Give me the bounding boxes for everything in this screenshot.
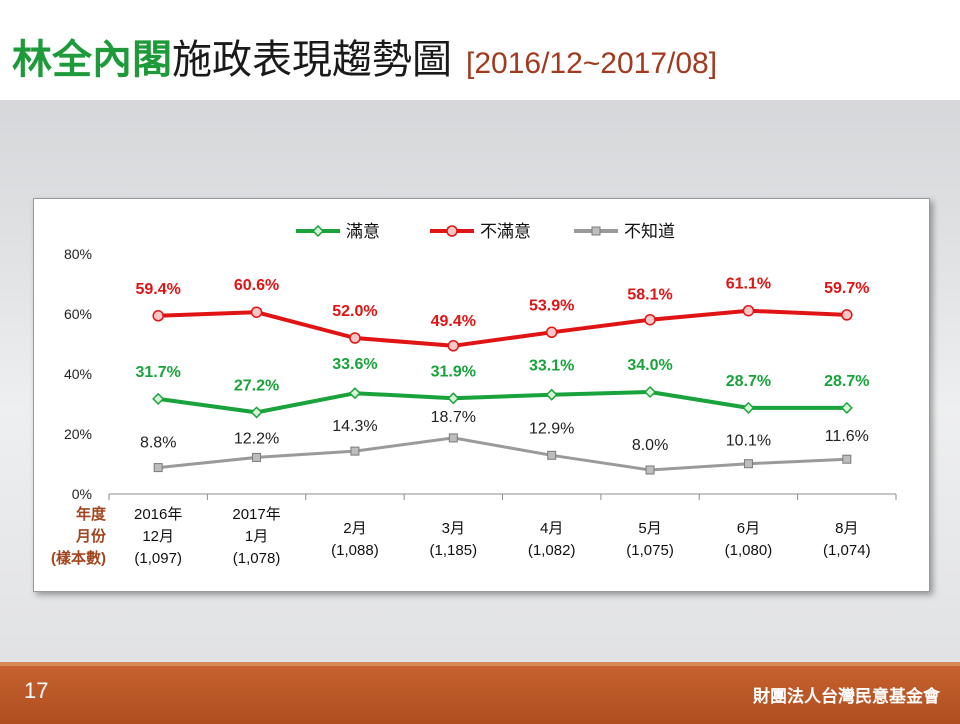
- data-label: 33.6%: [332, 356, 377, 373]
- chart-series: 31.7% 27.2% 33.6% 31.9% 33.1% 34.0% 28.7% 28.7%…: [136, 276, 870, 475]
- data-point: [645, 465, 655, 475]
- x-category-label: (1,097): [134, 550, 182, 567]
- data-label: 58.1%: [627, 287, 672, 304]
- data-label: 27.2%: [234, 377, 279, 394]
- data-point: [250, 406, 263, 419]
- legend-label: 不滿意: [480, 222, 531, 241]
- data-point: [545, 388, 558, 401]
- data-point: [153, 463, 163, 473]
- y-tick-label: 20%: [64, 426, 92, 442]
- data-label: 34.0%: [627, 357, 672, 374]
- data-point: [447, 392, 460, 405]
- data-point: [842, 454, 852, 464]
- y-tick-label: 60%: [64, 306, 92, 322]
- data-point: [644, 385, 657, 399]
- x-category-label: (1,080): [725, 542, 773, 559]
- trend-chart: 0%20%40%60%80% 滿意 不滿意 不知道 31.7%27.2%33.6% 3…: [51, 222, 897, 567]
- series-2: 8.8% 12.2% 14.3% 18.7% 12.9% 8.0% 10.1% 11.6%: [140, 409, 869, 475]
- x-category-label: 5月: [638, 520, 661, 537]
- series-0: 31.7% 27.2% 33.6% 31.9% 33.1% 34.0% 28.7% 28.7%: [136, 356, 870, 419]
- x-category-label: 4月: [540, 520, 563, 537]
- x-category-label: (1,078): [233, 550, 281, 567]
- legend-marker: [591, 226, 601, 236]
- data-point: [152, 392, 165, 405]
- data-label: 12.2%: [234, 430, 279, 447]
- chart-axes: 0% 20% 40% 60% 80%: [64, 246, 897, 502]
- series-line: [158, 436, 847, 472]
- x-category-label: 3月: [442, 520, 465, 537]
- data-label: 59.4%: [136, 281, 181, 298]
- data-label: 8.8%: [140, 435, 176, 452]
- data-label: 12.9%: [529, 420, 574, 437]
- legend-marker: [311, 224, 325, 238]
- data-point: [252, 452, 262, 462]
- series-line: [158, 308, 847, 348]
- series-1: 59.4% 60.6% 52.0% 49.4% 53.9% 58.1% 61.1% 59.7%: [136, 276, 870, 352]
- data-point: [152, 310, 164, 322]
- data-label: 28.7%: [824, 373, 869, 390]
- data-point: [250, 306, 263, 318]
- x-category-label: 2016年: [134, 506, 182, 523]
- data-label: 31.9%: [431, 363, 476, 380]
- data-label: 18.7%: [431, 409, 476, 426]
- data-label: 28.7%: [726, 373, 771, 390]
- data-label: 8.0%: [632, 437, 668, 454]
- data-point: [545, 326, 558, 339]
- x-category-label: (1,075): [626, 542, 674, 559]
- data-label: 61.1%: [726, 276, 771, 293]
- x-category-label: 2月: [343, 520, 366, 537]
- chart-frame: 0% 20% 40% 60% 80% 滿意 不滿意 不知道 31.7% 27.2% 33.6% 3…: [33, 198, 930, 592]
- data-label: 31.7%: [136, 364, 181, 381]
- data-point: [350, 446, 360, 456]
- data-point: [448, 433, 458, 443]
- data-point: [840, 401, 853, 414]
- data-point: [841, 309, 853, 321]
- x-row-header: 年度: [76, 505, 107, 523]
- data-label: 10.1%: [726, 433, 771, 450]
- data-point: [349, 332, 361, 344]
- data-label: 59.7%: [824, 280, 869, 297]
- data-point: [644, 313, 656, 326]
- x-category-label: 1月: [245, 528, 268, 545]
- x-category-label: 6月: [737, 520, 760, 537]
- x-category-label: 8月: [835, 520, 858, 537]
- x-category-label: (1,074): [823, 542, 871, 559]
- data-point: [742, 401, 755, 414]
- y-tick-label: 0%: [72, 486, 92, 502]
- title-date-range: [2016/12~2017/08]: [466, 47, 718, 80]
- legend-label: 不知道: [624, 222, 675, 241]
- title-main: 施政表現趨勢圖: [172, 37, 452, 83]
- x-category-label: (1,088): [331, 542, 379, 559]
- data-point: [743, 459, 753, 469]
- data-label: 52.0%: [332, 303, 377, 320]
- slide-title: 林全內閣施政表現趨勢圖 [2016/12~2017/08]: [12, 30, 717, 90]
- x-category-label: 2017年: [232, 506, 280, 523]
- data-label: 60.6%: [234, 277, 279, 294]
- data-label: 14.3%: [332, 418, 377, 435]
- data-point: [742, 304, 755, 317]
- data-label: 11.6%: [825, 428, 869, 445]
- data-point: [348, 387, 361, 400]
- y-tick-label: 80%: [64, 246, 92, 262]
- y-tick-label: 40%: [64, 366, 92, 382]
- legend-label: 滿意: [346, 222, 380, 241]
- data-label: 53.9%: [529, 297, 574, 314]
- footer-bar: [0, 662, 960, 724]
- x-category-label: (1,185): [430, 542, 478, 559]
- x-category-label: (1,082): [528, 542, 576, 559]
- page-number: 17: [24, 678, 49, 703]
- data-point: [547, 450, 557, 460]
- organization-name: 財團法人台灣民意基金會: [753, 687, 940, 707]
- data-label: 33.1%: [529, 358, 574, 375]
- series-line: [157, 390, 847, 415]
- title-cabinet: 林全內閣: [12, 37, 172, 83]
- legend-marker: [446, 225, 458, 237]
- data-point: [447, 340, 460, 352]
- x-row-header: 月份: [75, 527, 107, 545]
- x-category-label: 12月: [142, 528, 174, 545]
- data-label: 49.4%: [431, 313, 476, 330]
- x-row-header: (樣本數): [51, 549, 106, 567]
- chart-legend: 滿意 不滿意 不知道: [296, 222, 675, 241]
